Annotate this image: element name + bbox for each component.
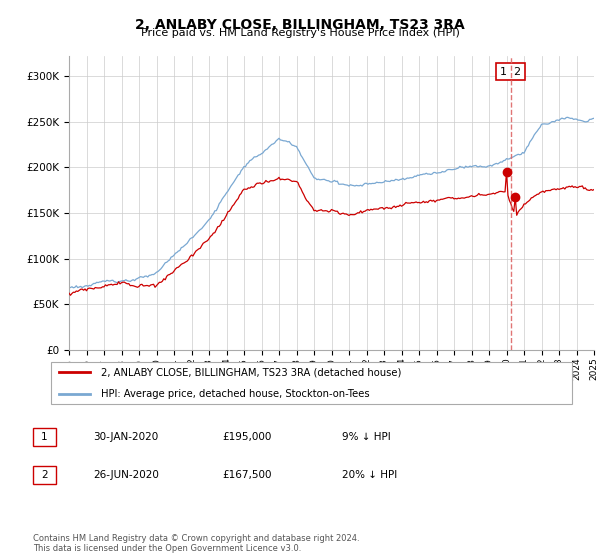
Text: £195,000: £195,000 [222,432,271,442]
FancyBboxPatch shape [50,362,572,404]
Text: 30-JAN-2020: 30-JAN-2020 [93,432,158,442]
Text: £167,500: £167,500 [222,470,271,480]
Text: HPI: Average price, detached house, Stockton-on-Tees: HPI: Average price, detached house, Stoc… [101,389,370,399]
Text: 2: 2 [41,470,48,480]
Text: 26-JUN-2020: 26-JUN-2020 [93,470,159,480]
Text: 2, ANLABY CLOSE, BILLINGHAM, TS23 3RA: 2, ANLABY CLOSE, BILLINGHAM, TS23 3RA [135,18,465,32]
Text: 20% ↓ HPI: 20% ↓ HPI [342,470,397,480]
Text: Price paid vs. HM Land Registry's House Price Index (HPI): Price paid vs. HM Land Registry's House … [140,28,460,38]
Text: 2, ANLABY CLOSE, BILLINGHAM, TS23 3RA (detached house): 2, ANLABY CLOSE, BILLINGHAM, TS23 3RA (d… [101,367,401,377]
Text: 1: 1 [41,432,48,442]
Text: Contains HM Land Registry data © Crown copyright and database right 2024.
This d: Contains HM Land Registry data © Crown c… [33,534,359,553]
Text: 9% ↓ HPI: 9% ↓ HPI [342,432,391,442]
Text: 1  2: 1 2 [500,67,521,77]
